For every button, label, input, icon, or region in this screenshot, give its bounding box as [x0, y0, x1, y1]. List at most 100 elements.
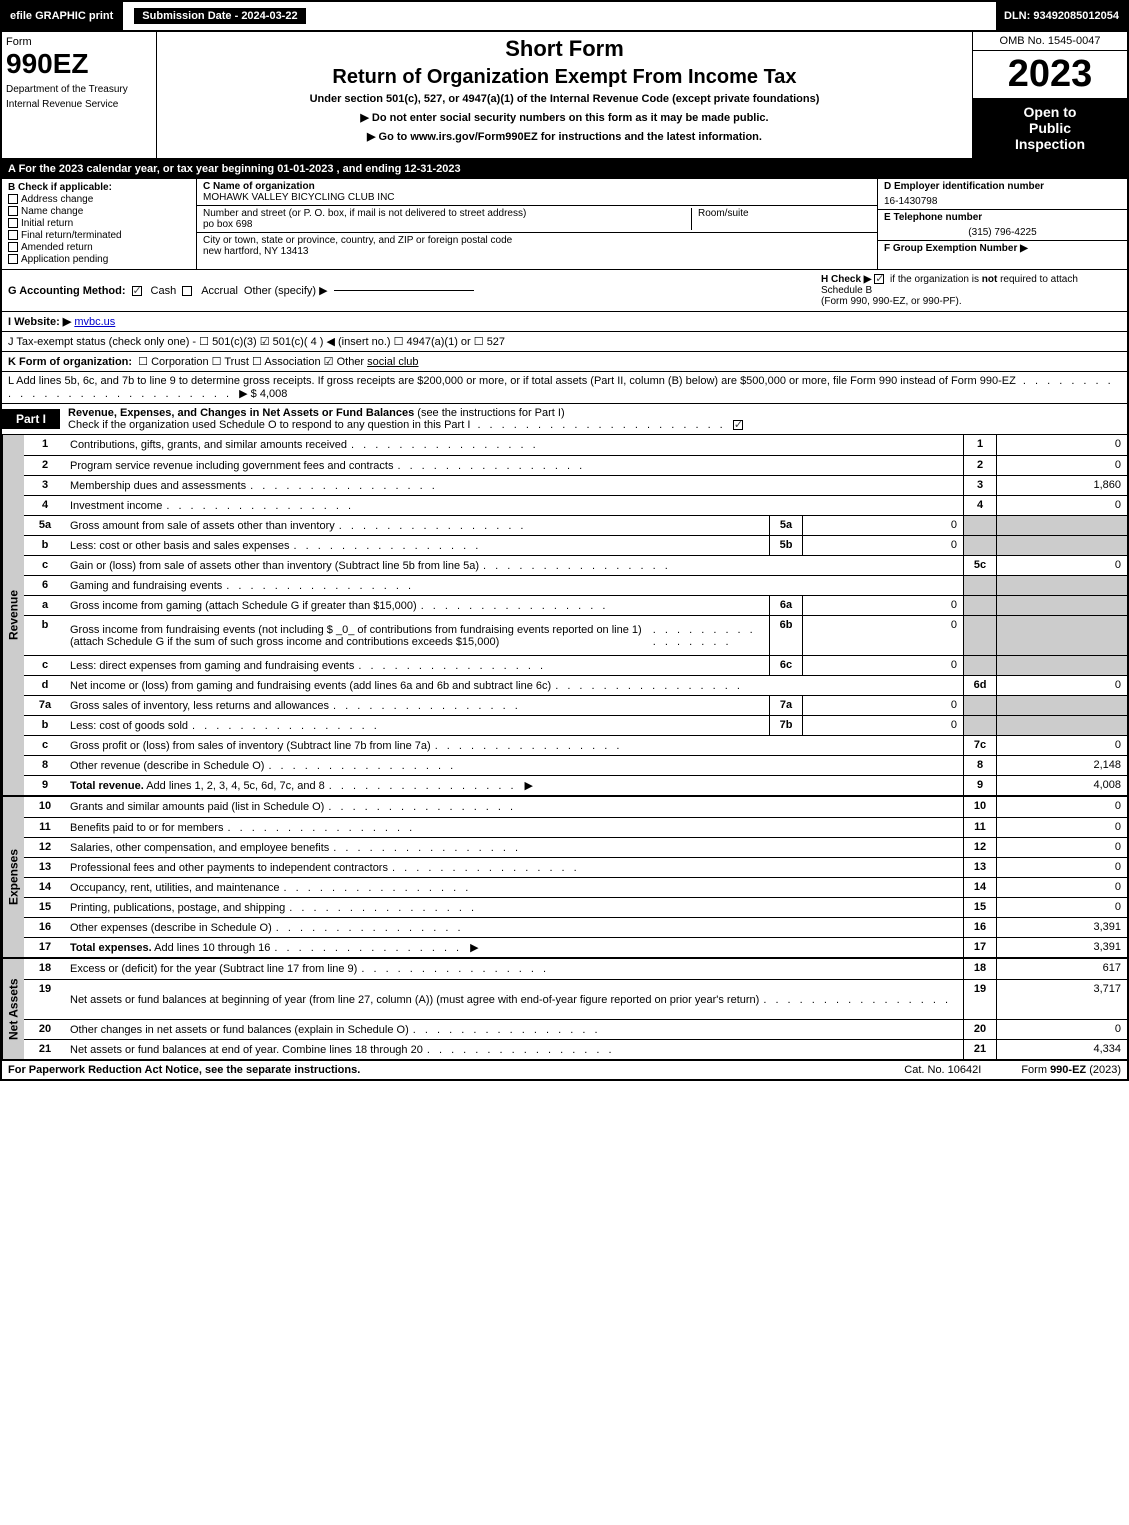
- subline-number: 6c: [769, 656, 803, 675]
- right-val-shade: [997, 536, 1127, 555]
- right-num-shade: [963, 696, 997, 715]
- right-line-number: 2: [963, 456, 997, 475]
- col-c-org-info: C Name of organization MOHAWK VALLEY BIC…: [197, 179, 877, 269]
- line-description: Professional fees and other payments to …: [66, 858, 963, 877]
- right-val-shade: [997, 656, 1127, 675]
- line-l-gross-receipts: L Add lines 5b, 6c, and 7b to line 9 to …: [2, 372, 1127, 404]
- line-number: 13: [24, 858, 66, 877]
- subline-value: 0: [803, 696, 963, 715]
- right-line-number: 1: [963, 435, 997, 455]
- line-g-accounting: G Accounting Method: Cash Accrual Other …: [2, 270, 1127, 312]
- line-description: Less: cost or other basis and sales expe…: [66, 536, 769, 555]
- right-val-shade: [997, 616, 1127, 655]
- subline-value: 0: [803, 596, 963, 615]
- line-description: Membership dues and assessments . . . . …: [66, 476, 963, 495]
- line-number: 2: [24, 456, 66, 475]
- subline-number: 5a: [769, 516, 803, 535]
- chk-address-change[interactable]: [8, 194, 18, 204]
- line-description: Gain or (loss) from sale of assets other…: [66, 556, 963, 575]
- form-label: Form: [6, 36, 152, 48]
- netassets-vtab: Net Assets: [2, 959, 24, 1059]
- right-val-shade: [997, 696, 1127, 715]
- chk-cash[interactable]: [132, 286, 142, 296]
- chk-schedule-b[interactable]: [874, 274, 884, 284]
- right-line-number: 9: [963, 776, 997, 795]
- right-line-number: 10: [963, 797, 997, 817]
- right-num-shade: [963, 596, 997, 615]
- col-b-checkboxes: B Check if applicable: Address change Na…: [2, 179, 197, 269]
- line-description: Less: direct expenses from gaming and fu…: [66, 656, 769, 675]
- line-number: 3: [24, 476, 66, 495]
- line-value: 4,008: [997, 776, 1127, 795]
- line-description: Gross profit or (loss) from sales of inv…: [66, 736, 963, 755]
- chk-final-return[interactable]: [8, 230, 18, 240]
- line-description: Gross amount from sale of assets other t…: [66, 516, 769, 535]
- revenue-grid: Revenue 1Contributions, gifts, grants, a…: [2, 435, 1127, 797]
- right-line-number: 7c: [963, 736, 997, 755]
- goto-link[interactable]: ▶ Go to www.irs.gov/Form990EZ for instru…: [165, 130, 964, 143]
- right-val-shade: [997, 596, 1127, 615]
- open-public-badge: Open toPublicInspection: [973, 98, 1127, 158]
- efile-print-button[interactable]: efile GRAPHIC print: [2, 2, 123, 30]
- line-description: Program service revenue including govern…: [66, 456, 963, 475]
- org-name: MOHAWK VALLEY BICYCLING CLUB INC: [203, 192, 395, 203]
- line-number: b: [24, 616, 66, 655]
- line-description: Gross income from gaming (attach Schedul…: [66, 596, 769, 615]
- line-description: Investment income . . . . . . . . . . . …: [66, 496, 963, 515]
- line-value: 2,148: [997, 756, 1127, 775]
- line-description: Net income or (loss) from gaming and fun…: [66, 676, 963, 695]
- right-line-number: 11: [963, 818, 997, 837]
- line-description: Other revenue (describe in Schedule O) .…: [66, 756, 963, 775]
- right-line-number: 14: [963, 878, 997, 897]
- part-i-header: Part I Revenue, Expenses, and Changes in…: [2, 404, 1127, 435]
- line-description: Net assets or fund balances at beginning…: [66, 980, 963, 1019]
- line-number: 18: [24, 959, 66, 979]
- line-number: b: [24, 536, 66, 555]
- subline-number: 7a: [769, 696, 803, 715]
- line-value: 4,334: [997, 1040, 1127, 1059]
- line-number: 21: [24, 1040, 66, 1059]
- line-description: Contributions, gifts, grants, and simila…: [66, 435, 963, 455]
- line-value: 0: [997, 736, 1127, 755]
- org-address: po box 698: [203, 219, 253, 230]
- line-number: 4: [24, 496, 66, 515]
- line-value: 0: [997, 797, 1127, 817]
- line-value: 617: [997, 959, 1127, 979]
- line-number: 12: [24, 838, 66, 857]
- return-title: Return of Organization Exempt From Incom…: [165, 66, 964, 89]
- subline-value: 0: [803, 656, 963, 675]
- line-number: 5a: [24, 516, 66, 535]
- subline-number: 6a: [769, 596, 803, 615]
- subline-value: 0: [803, 516, 963, 535]
- chk-initial-return[interactable]: [8, 218, 18, 228]
- line-h-schedule-b: H Check ▶ if the organization is not req…: [821, 274, 1121, 307]
- line-value: 3,391: [997, 918, 1127, 937]
- line-number: 6: [24, 576, 66, 595]
- line-description: Gaming and fundraising events . . . . . …: [66, 576, 963, 595]
- dept-treasury: Department of the Treasury: [6, 84, 152, 95]
- line-description: Total expenses. Add lines 10 through 16 …: [66, 938, 963, 957]
- chk-accrual[interactable]: [182, 286, 192, 296]
- right-line-number: 19: [963, 980, 997, 1019]
- right-num-shade: [963, 516, 997, 535]
- chk-schedule-o-parti[interactable]: [733, 420, 743, 430]
- line-value: 0: [997, 496, 1127, 515]
- subline-value: 0: [803, 536, 963, 555]
- right-line-number: 6d: [963, 676, 997, 695]
- website-link[interactable]: mvbc.us: [74, 316, 115, 328]
- line-value: 0: [997, 898, 1127, 917]
- gross-receipts-value: 4,008: [260, 388, 288, 400]
- netassets-grid: Net Assets 18Excess or (deficit) for the…: [2, 959, 1127, 1061]
- line-description: Benefits paid to or for members . . . . …: [66, 818, 963, 837]
- line-number: c: [24, 556, 66, 575]
- line-number: 17: [24, 938, 66, 957]
- chk-name-change[interactable]: [8, 206, 18, 216]
- ssn-warning: ▶ Do not enter social security numbers o…: [165, 111, 964, 124]
- line-value: 0: [997, 435, 1127, 455]
- org-city: new hartford, NY 13413: [203, 246, 308, 257]
- right-line-number: 15: [963, 898, 997, 917]
- chk-pending[interactable]: [8, 254, 18, 264]
- short-form-title: Short Form: [165, 36, 964, 62]
- chk-amended[interactable]: [8, 242, 18, 252]
- line-description: Less: cost of goods sold . . . . . . . .…: [66, 716, 769, 735]
